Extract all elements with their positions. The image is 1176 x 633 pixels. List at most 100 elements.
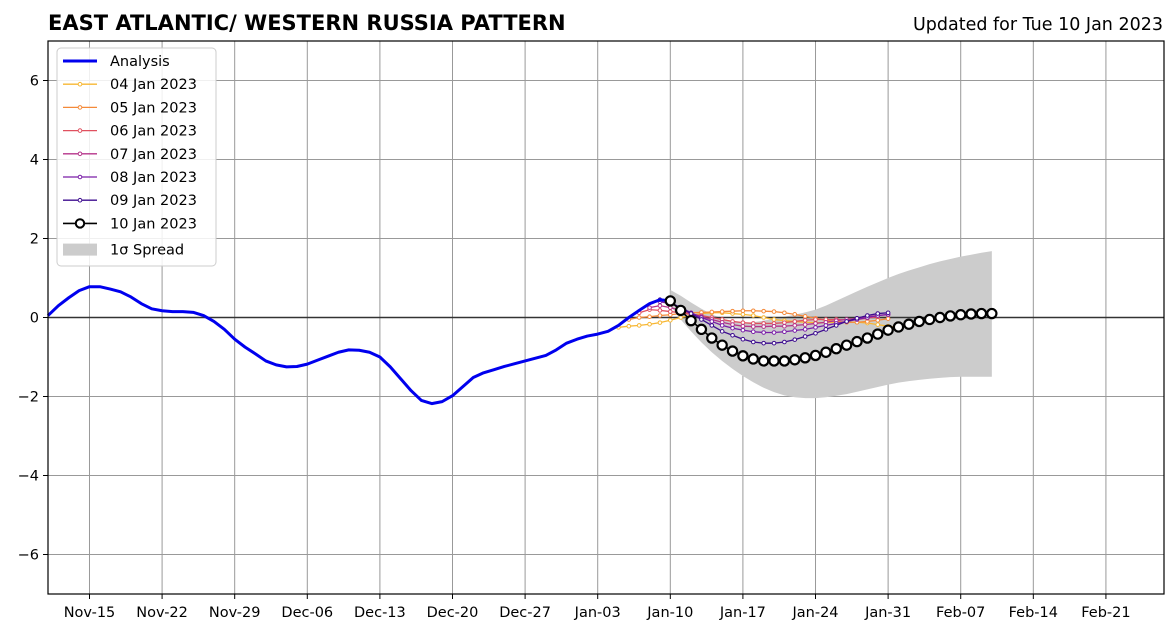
legend-label: 09 Jan 2023 bbox=[110, 193, 197, 209]
forecast-point bbox=[657, 320, 663, 325]
forecast-point bbox=[782, 323, 787, 329]
legend: Analysis 04 Jan 2023 05 Jan 2023 06 Jan 202… bbox=[56, 47, 217, 267]
forecast-point bbox=[709, 323, 715, 328]
x-tick-label: Jan-03 bbox=[574, 605, 621, 621]
forecast-point bbox=[761, 324, 766, 329]
forecast-point-latest bbox=[944, 310, 957, 322]
forecast-point bbox=[802, 327, 808, 332]
legend-swatch-marker bbox=[77, 105, 83, 110]
forecast-point bbox=[730, 332, 735, 338]
forecast-point bbox=[782, 329, 787, 335]
forecast-point bbox=[740, 323, 746, 329]
legend-label: 05 Jan 2023 bbox=[110, 100, 197, 116]
forecast-point-latest bbox=[840, 339, 853, 351]
forecast-point-latest bbox=[913, 315, 925, 328]
forecast-point bbox=[719, 323, 725, 328]
legend-swatch-marker bbox=[77, 128, 83, 133]
forecast-point bbox=[875, 311, 881, 316]
forecast-point bbox=[771, 317, 777, 322]
forecast-point bbox=[844, 319, 849, 324]
forecast-point bbox=[688, 311, 694, 316]
forecast-point bbox=[678, 315, 683, 320]
forecast-point-latest bbox=[965, 308, 977, 320]
forecast-point-latest bbox=[851, 335, 863, 348]
forecast-point-latest bbox=[674, 304, 687, 317]
forecast-point-latest bbox=[716, 339, 728, 351]
analysis-line bbox=[46, 285, 671, 406]
forecast-point bbox=[699, 317, 704, 322]
forecast-point bbox=[875, 322, 881, 327]
forecast-point bbox=[761, 308, 766, 314]
forecast-point bbox=[657, 308, 663, 313]
forecast-point bbox=[865, 313, 870, 318]
chart-subtitle: Updated for Tue 10 Jan 2023 bbox=[913, 15, 1163, 35]
forecast-point bbox=[854, 315, 860, 321]
forecast-point bbox=[771, 309, 777, 314]
forecast-point bbox=[750, 313, 756, 318]
forecast-point-latest bbox=[747, 353, 759, 365]
forecast-point bbox=[636, 315, 642, 320]
forecast-point-latest bbox=[882, 324, 894, 336]
forecast-point bbox=[771, 340, 777, 346]
forecast-point bbox=[782, 310, 787, 316]
forecast-point bbox=[740, 336, 746, 342]
forecast-point-latest bbox=[768, 355, 780, 367]
x-tick-label: Jan-10 bbox=[646, 605, 693, 621]
forecast-point bbox=[813, 325, 818, 330]
forecast-point-latest bbox=[903, 318, 915, 330]
forecast-point-latest bbox=[809, 349, 822, 362]
forecast-point-latest bbox=[830, 343, 842, 355]
forecast-point-latest bbox=[975, 307, 988, 320]
forecast-point bbox=[771, 323, 777, 329]
forecast-point bbox=[626, 323, 632, 329]
forecast-point bbox=[730, 308, 735, 314]
forecast-point bbox=[771, 330, 777, 335]
forecast-point bbox=[792, 323, 798, 328]
forecast-point-latest bbox=[923, 313, 936, 326]
forecast-point bbox=[647, 314, 652, 320]
legend-label: 10 Jan 2023 bbox=[110, 216, 197, 232]
forecast-point bbox=[792, 328, 798, 333]
x-tick-label: Dec-13 bbox=[354, 605, 406, 621]
forecast-point-latest bbox=[955, 309, 967, 321]
x-tick-label: Nov-15 bbox=[64, 605, 116, 621]
forecast-point bbox=[813, 331, 818, 336]
forecast-point bbox=[792, 337, 798, 342]
series bbox=[46, 285, 998, 406]
legend-label: 07 Jan 2023 bbox=[110, 147, 197, 163]
forecast-point bbox=[657, 313, 663, 318]
x-tick-label: Dec-20 bbox=[427, 605, 479, 621]
forecast-point bbox=[761, 330, 766, 335]
forecast-point bbox=[885, 316, 891, 321]
forecast-point bbox=[761, 315, 766, 320]
forecast-point bbox=[647, 305, 652, 310]
y-tick-label: 4 bbox=[30, 153, 39, 169]
forecast-point bbox=[719, 329, 725, 334]
forecast-point bbox=[813, 317, 818, 322]
legend-label: 08 Jan 2023 bbox=[110, 170, 197, 186]
forecast-point bbox=[750, 324, 756, 329]
forecast-point-latest bbox=[872, 328, 884, 340]
y-tick-label: 6 bbox=[30, 74, 39, 90]
legend-swatch bbox=[63, 243, 97, 256]
legend-box bbox=[56, 47, 217, 267]
x-tick-label: Jan-17 bbox=[719, 605, 766, 621]
forecast-point-latest bbox=[695, 323, 708, 336]
forecast-point-latest bbox=[789, 354, 801, 366]
forecast-point bbox=[730, 325, 735, 331]
y-tick-label: 0 bbox=[30, 311, 39, 327]
forecast-point bbox=[802, 314, 808, 319]
forecast-point-latest bbox=[892, 321, 905, 333]
legend-swatch-marker bbox=[77, 197, 83, 203]
forecast-point bbox=[813, 321, 818, 326]
forecast-point bbox=[647, 321, 652, 327]
forecast-point bbox=[719, 309, 725, 314]
y-tick-label: −6 bbox=[18, 548, 39, 564]
forecast-point bbox=[761, 340, 766, 346]
forecast-point bbox=[833, 323, 839, 328]
forecast-point bbox=[802, 317, 808, 323]
forecast-point-latest bbox=[799, 352, 811, 364]
axes: Nov-15 Nov-22 Nov-29 Dec-06 Dec-13 Dec-20 Dec-… bbox=[18, 40, 1165, 621]
forecast-point-latest bbox=[685, 314, 697, 327]
